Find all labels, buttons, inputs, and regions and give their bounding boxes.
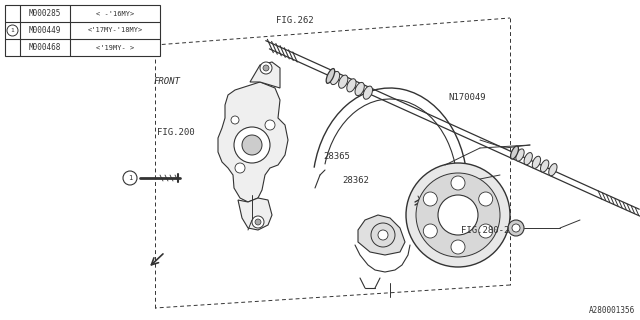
Circle shape [438, 195, 478, 235]
Circle shape [242, 135, 262, 155]
Text: 1: 1 [128, 175, 132, 181]
Text: <'17MY-'18MY>: <'17MY-'18MY> [88, 28, 143, 34]
Polygon shape [238, 198, 272, 230]
Text: M000285: M000285 [29, 9, 61, 18]
Text: FIG.200: FIG.200 [157, 128, 195, 137]
Circle shape [479, 224, 493, 238]
Text: A280001356: A280001356 [589, 306, 635, 315]
Polygon shape [218, 82, 288, 202]
Circle shape [508, 220, 524, 236]
Text: 28362: 28362 [342, 176, 369, 185]
Ellipse shape [524, 153, 532, 165]
Ellipse shape [541, 160, 549, 172]
Ellipse shape [511, 146, 518, 159]
Circle shape [479, 192, 493, 206]
Text: 1: 1 [11, 28, 14, 33]
Circle shape [378, 230, 388, 240]
Ellipse shape [339, 75, 348, 88]
Circle shape [423, 224, 437, 238]
Circle shape [123, 171, 137, 185]
Text: FIG.262: FIG.262 [276, 16, 313, 25]
Circle shape [231, 116, 239, 124]
Circle shape [263, 65, 269, 71]
Circle shape [451, 240, 465, 254]
Circle shape [423, 192, 437, 206]
Text: <'19MY- >: <'19MY- > [96, 44, 134, 51]
Text: FRONT: FRONT [154, 77, 180, 86]
Circle shape [371, 223, 395, 247]
Circle shape [451, 176, 465, 190]
Text: M000449: M000449 [29, 26, 61, 35]
Circle shape [234, 127, 270, 163]
Ellipse shape [330, 71, 340, 84]
Ellipse shape [347, 79, 356, 92]
Polygon shape [250, 62, 280, 88]
Circle shape [235, 163, 245, 173]
Circle shape [7, 25, 18, 36]
Ellipse shape [532, 156, 541, 168]
Circle shape [255, 219, 261, 225]
Circle shape [416, 173, 500, 257]
Circle shape [265, 120, 275, 130]
Circle shape [252, 216, 264, 228]
Ellipse shape [326, 68, 335, 84]
Text: N170049: N170049 [448, 93, 486, 102]
Ellipse shape [548, 164, 557, 176]
Ellipse shape [516, 149, 524, 161]
Text: < -'16MY>: < -'16MY> [96, 11, 134, 17]
Circle shape [406, 163, 510, 267]
Circle shape [512, 224, 520, 232]
Text: 28365: 28365 [323, 152, 350, 161]
Ellipse shape [355, 83, 364, 96]
Text: FIG.280-2: FIG.280-2 [461, 226, 509, 235]
Polygon shape [358, 215, 405, 255]
Circle shape [260, 62, 272, 74]
Ellipse shape [364, 86, 372, 99]
Bar [5, 5, 160, 56]
Text: M000468: M000468 [29, 43, 61, 52]
